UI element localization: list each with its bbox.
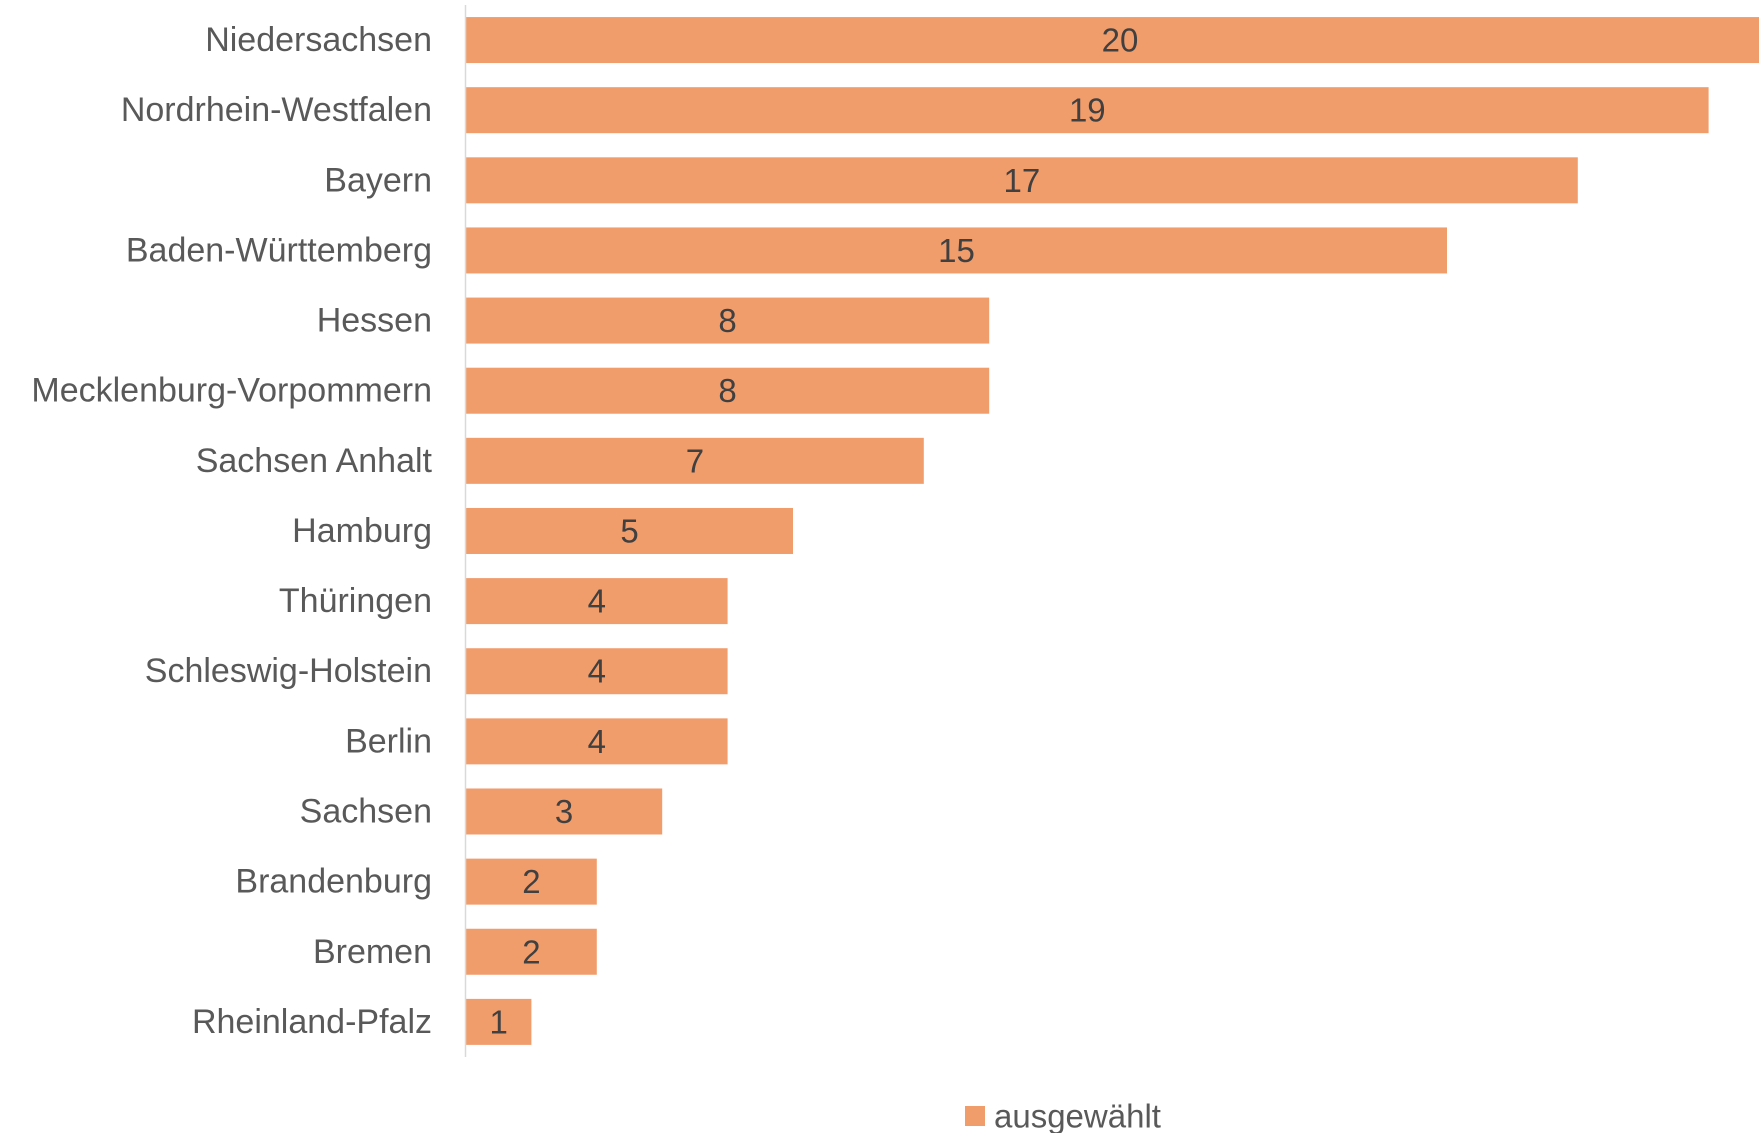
data-label-schleswig-holstein: 4	[588, 653, 606, 690]
bar-baden-wurttemberg	[466, 227, 1447, 274]
category-label-niedersachsen: Niedersachsen	[205, 21, 432, 59]
category-label-brandenburg: Brandenburg	[235, 863, 432, 901]
bar-brandenburg	[466, 858, 597, 905]
data-label-brandenburg: 2	[522, 863, 540, 900]
data-label-thuringen: 4	[588, 583, 606, 620]
data-label-berlin: 4	[588, 723, 606, 760]
data-label-nordrhein-westfalen: 19	[1069, 92, 1106, 129]
category-label-mecklenburg-vorpommern: Mecklenburg-Vorpommern	[31, 372, 432, 410]
data-label-sachsen-anhalt: 7	[686, 442, 704, 479]
legend-swatch	[965, 1106, 985, 1126]
bar-mecklenburg-vorpommern	[466, 367, 990, 414]
data-label-rheinland-pfalz: 1	[490, 1003, 508, 1040]
bar-schleswig-holstein	[466, 648, 728, 695]
category-label-bayern: Bayern	[324, 161, 432, 199]
category-label-schleswig-holstein: Schleswig-Holstein	[145, 652, 432, 690]
bar-niedersachsen	[466, 17, 1759, 64]
category-label-sachsen-anhalt: Sachsen Anhalt	[196, 442, 433, 480]
data-label-hessen: 8	[718, 302, 736, 339]
data-label-mecklenburg-vorpommern: 8	[718, 372, 736, 409]
bar-bayern	[466, 157, 1578, 204]
bar-bremen	[466, 928, 597, 975]
legend: ausgewählt	[965, 1098, 1161, 1133]
bar-hamburg	[466, 507, 793, 554]
data-label-niedersachsen: 20	[1102, 22, 1139, 59]
data-label-bayern: 17	[1004, 162, 1041, 199]
category-label-thuringen: Thüringen	[279, 582, 432, 620]
bar-rheinland-pfalz	[466, 998, 532, 1045]
legend-label: ausgewählt	[994, 1098, 1161, 1133]
category-label-hessen: Hessen	[317, 302, 432, 340]
data-label-bremen: 2	[522, 933, 540, 970]
category-labels: Niedersachsen Nordrhein-Westfalen Bayern Ba…	[31, 21, 432, 1041]
category-label-bremen: Bremen	[313, 933, 432, 971]
category-label-berlin: Berlin	[345, 722, 432, 760]
bar-hessen	[466, 297, 990, 344]
data-label-hamburg: 5	[620, 512, 638, 549]
bar-berlin	[466, 718, 728, 765]
data-label-sachsen: 3	[555, 793, 573, 830]
category-label-hamburg: Hamburg	[292, 512, 432, 550]
data-label-baden-wurttemberg: 15	[938, 232, 975, 269]
category-label-sachsen: Sachsen	[300, 792, 432, 830]
bar-nordrhein-westfalen	[466, 87, 1709, 134]
category-label-nordrhein-westfalen: Nordrhein-Westfalen	[121, 91, 432, 129]
category-label-rheinland-pfalz: Rheinland-Pfalz	[192, 1003, 432, 1041]
bar-sachsen-anhalt	[466, 437, 924, 484]
category-label-baden-wurttemberg: Baden-Württemberg	[126, 231, 432, 269]
bar-sachsen	[466, 788, 663, 835]
bars-group	[466, 17, 1759, 1045]
bar-thuringen	[466, 578, 728, 625]
